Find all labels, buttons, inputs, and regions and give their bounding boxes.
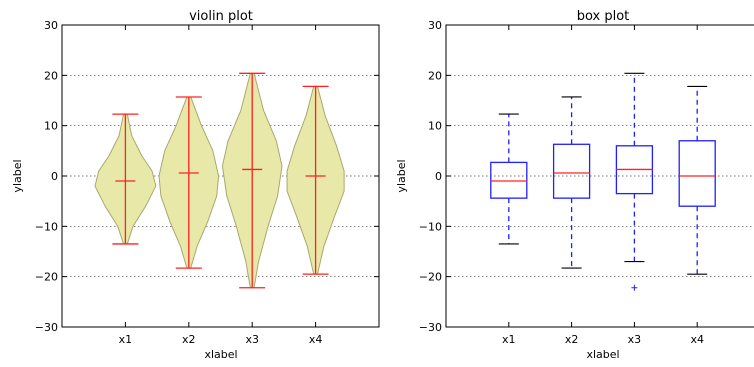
box-xtick-label: x2 bbox=[565, 333, 579, 346]
violin-xtick-label: x4 bbox=[309, 333, 323, 346]
box-marks bbox=[490, 72, 716, 291]
box-iqr-x1 bbox=[490, 161, 528, 199]
violin-ytick-label: 10 bbox=[44, 120, 58, 133]
violin-xtick-label: x3 bbox=[245, 333, 259, 346]
box-ytick-label: 30 bbox=[428, 19, 442, 32]
box-xtick-label: x1 bbox=[502, 333, 516, 346]
box-ytick-label: −20 bbox=[419, 271, 442, 284]
violin-xtick-label: x1 bbox=[119, 333, 133, 346]
box-ytick-label: 0 bbox=[435, 170, 442, 183]
box-ylabel: ylabel bbox=[395, 159, 408, 192]
violin-y-ticks: −30 −20 −10 0 10 20 30 bbox=[35, 19, 379, 334]
box-ytick-label: 10 bbox=[428, 120, 442, 133]
violin-ytick-label: −30 bbox=[35, 321, 58, 334]
box-xtick-label: x3 bbox=[628, 333, 642, 346]
box-y-ticks: −30 −20 −10 0 10 20 30 bbox=[419, 19, 451, 334]
violin-x-ticks: x1 x2 x3 x4 bbox=[119, 25, 323, 346]
box-plot-panel: −30 −20 −10 0 10 20 30 x1 x2 x3 x4 box plot xlabe… bbox=[395, 9, 754, 361]
box-ytick-label: −10 bbox=[419, 220, 442, 233]
box-grid bbox=[446, 74, 754, 278]
box-ytick-label: 20 bbox=[428, 69, 442, 82]
box-xlabel: xlabel bbox=[586, 348, 619, 361]
violin-xtick-label: x2 bbox=[182, 333, 196, 346]
box-xtick-label: x4 bbox=[690, 333, 704, 346]
violin-ytick-label: −20 bbox=[35, 271, 58, 284]
box-iqr-x2 bbox=[552, 143, 591, 199]
violin-ytick-label: −10 bbox=[35, 220, 58, 233]
box-title: box plot bbox=[577, 9, 630, 24]
violin-ytick-label: 30 bbox=[44, 19, 58, 32]
violin-title: violin plot bbox=[189, 9, 253, 24]
violin-plot-panel: −30 −20 −10 0 10 20 30 x1 x2 x3 x4 violin plot xl… bbox=[11, 9, 380, 361]
violin-ytick-label: 0 bbox=[51, 170, 58, 183]
violin-ylabel: ylabel bbox=[11, 159, 24, 192]
box-x-ticks: x1 x2 x3 x4 bbox=[502, 25, 704, 346]
box-iqr-x4 bbox=[678, 140, 716, 207]
box-ytick-label: −30 bbox=[419, 321, 442, 334]
violin-xlabel: xlabel bbox=[204, 348, 237, 361]
violin-marks bbox=[94, 72, 345, 289]
violin-ytick-label: 20 bbox=[44, 69, 58, 82]
